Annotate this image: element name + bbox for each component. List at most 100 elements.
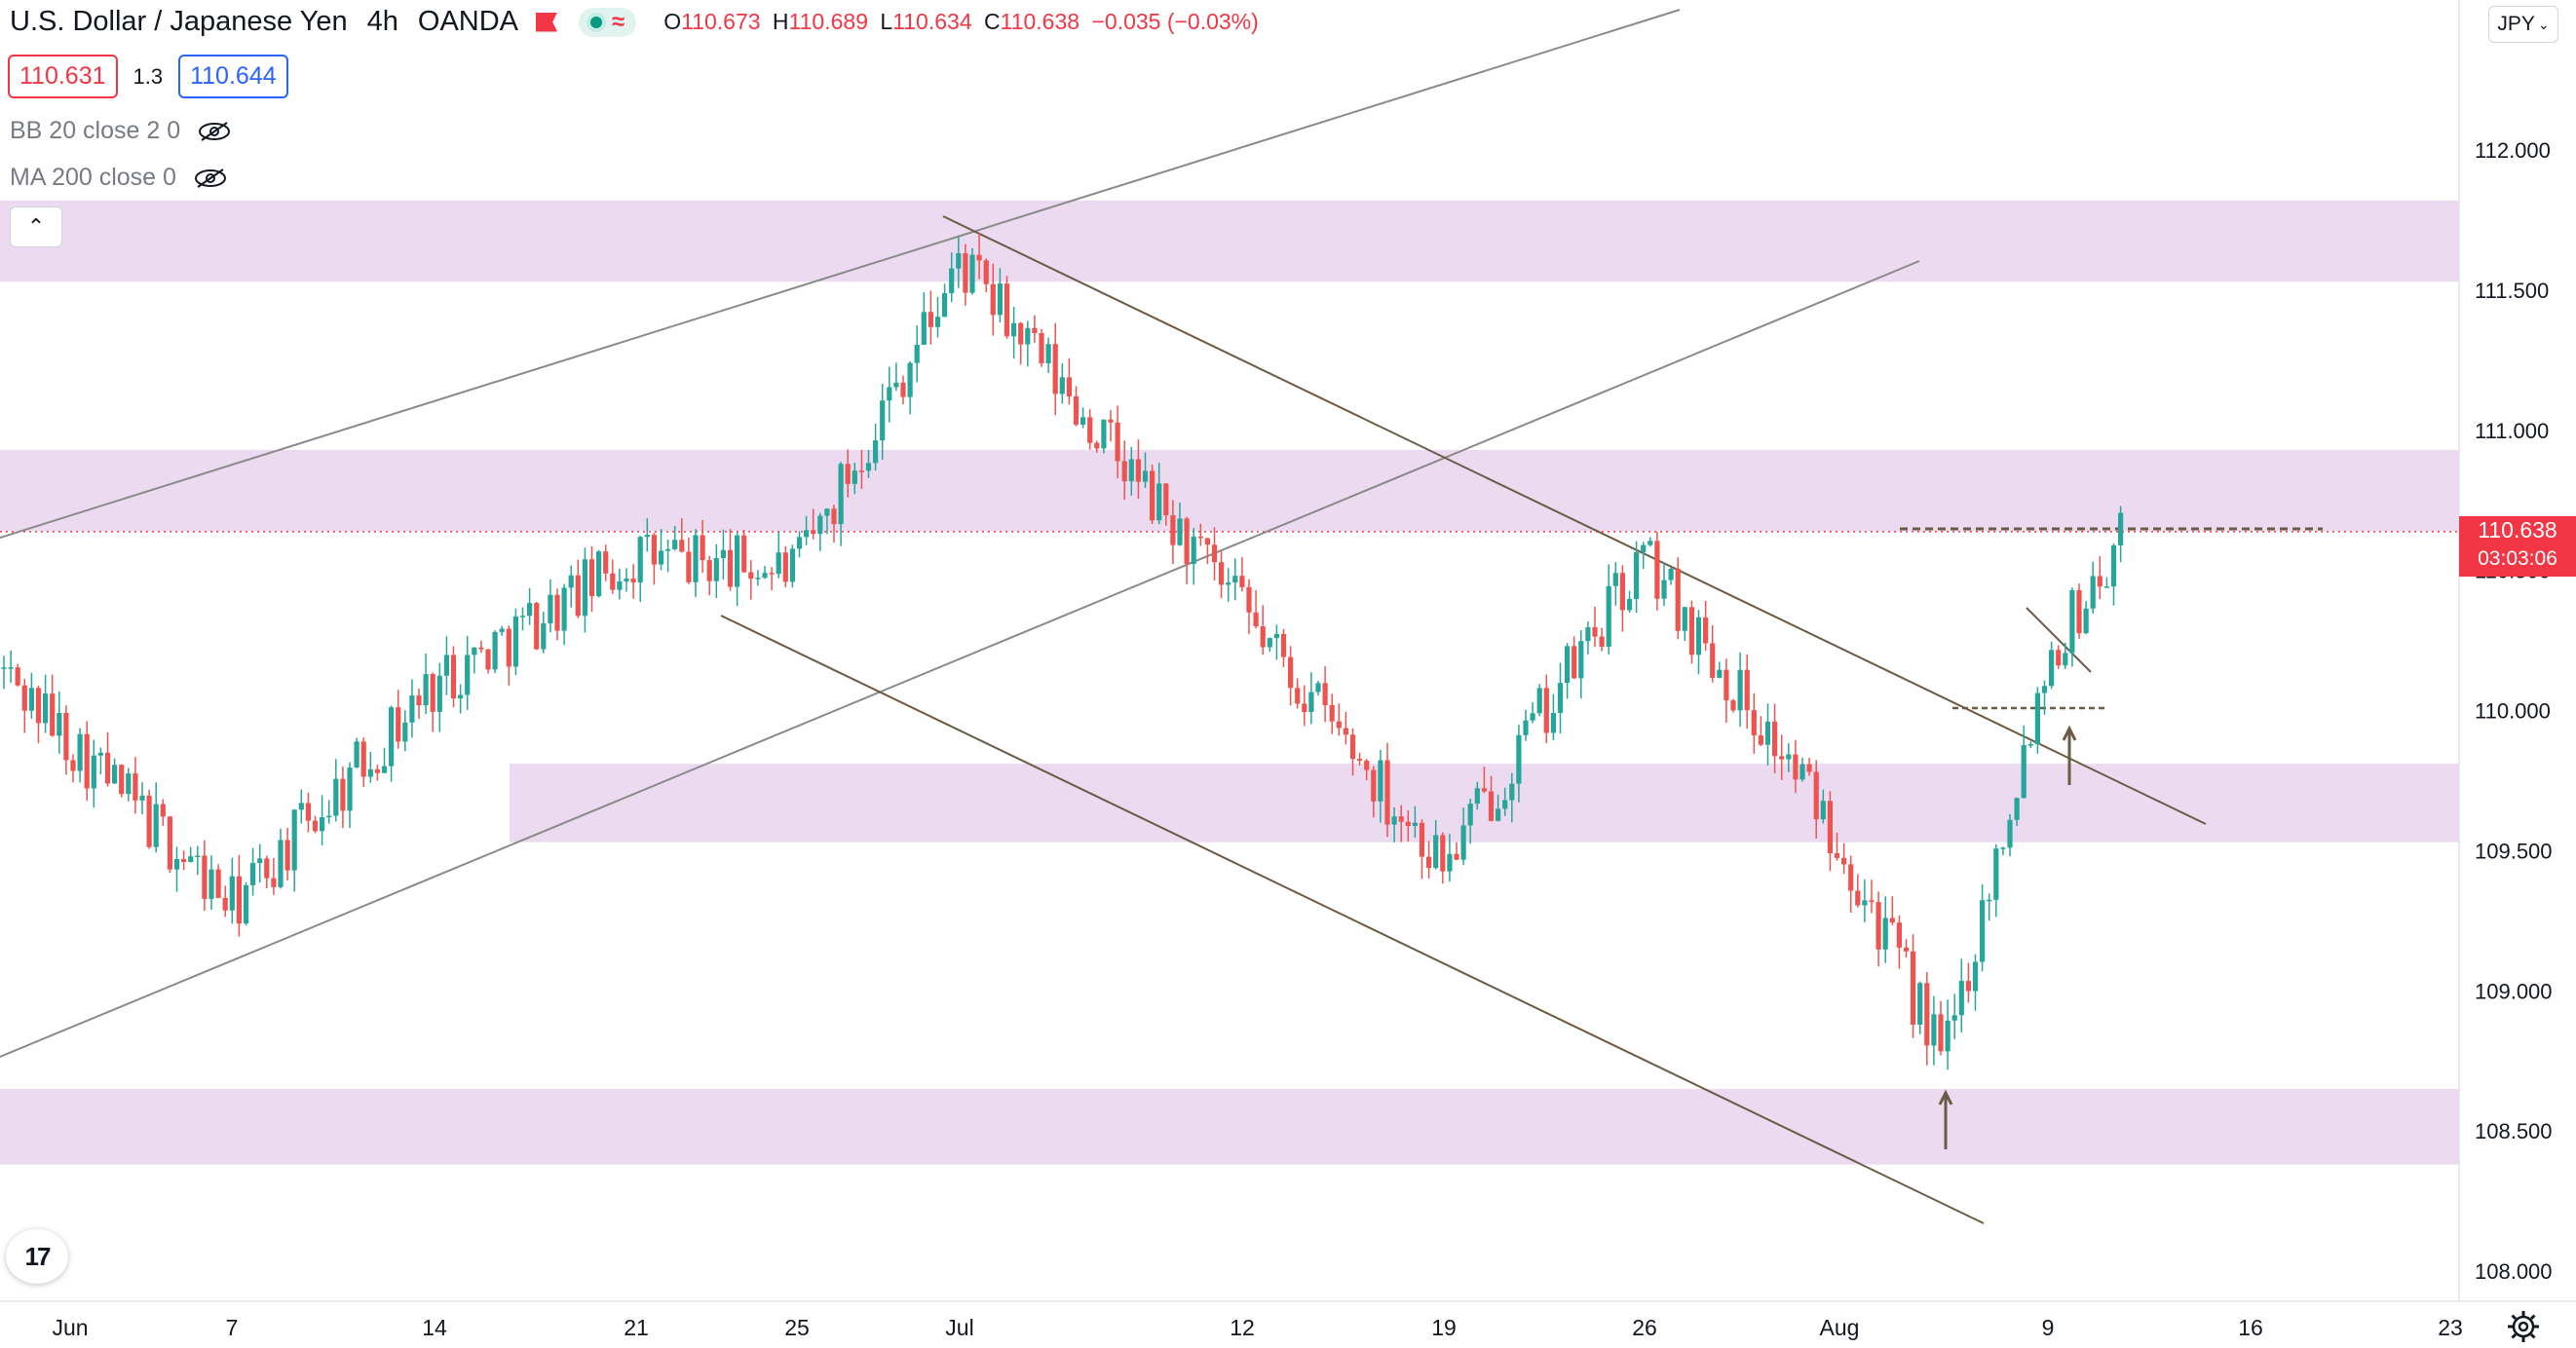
candle-body bbox=[1688, 607, 1694, 655]
candle-body bbox=[443, 655, 449, 676]
candle-body bbox=[1695, 617, 1702, 655]
candle-body bbox=[1412, 822, 1418, 827]
candle-body bbox=[852, 470, 857, 484]
y-tick-label: 110.000 bbox=[2475, 699, 2551, 724]
indicator-bb[interactable]: BB 20 close 2 0 bbox=[10, 117, 231, 145]
candle-body bbox=[396, 707, 401, 742]
candle-body bbox=[2090, 576, 2096, 609]
indicator-ma[interactable]: MA 200 close 0 bbox=[10, 164, 227, 192]
candle-body bbox=[512, 616, 518, 667]
ohlc-values: O110.673 H110.689 L110.634 C110.638 −0.0… bbox=[663, 9, 1259, 34]
candle-body bbox=[374, 768, 380, 773]
candle-body bbox=[1530, 713, 1535, 721]
y-tick-label: 111.500 bbox=[2475, 279, 2549, 303]
price-axis-bg bbox=[2459, 0, 2576, 1348]
candle-body bbox=[686, 551, 692, 582]
interval-label[interactable]: 4h bbox=[366, 6, 398, 37]
candle-body bbox=[1004, 283, 1010, 337]
candle-body bbox=[1945, 1020, 1951, 1052]
candle-body bbox=[997, 283, 1003, 316]
candle-body bbox=[1302, 703, 1307, 713]
candle-body bbox=[1786, 754, 1792, 760]
x-tick-label: 23 bbox=[2438, 1315, 2463, 1340]
candle-body bbox=[35, 688, 42, 724]
candle-body bbox=[472, 647, 477, 655]
candle-body bbox=[195, 855, 201, 857]
candle-body bbox=[568, 575, 574, 588]
candle-body bbox=[2034, 693, 2040, 745]
candle-body bbox=[284, 840, 290, 871]
gear-icon[interactable] bbox=[2506, 1309, 2541, 1344]
candle-body bbox=[1295, 688, 1301, 704]
candle-body bbox=[2110, 544, 2117, 587]
candle-body bbox=[804, 530, 810, 538]
candle-body bbox=[450, 655, 457, 699]
x-tick-label: 16 bbox=[2238, 1315, 2263, 1340]
buy-button[interactable]: 110.644 bbox=[178, 55, 288, 98]
candle-body bbox=[1280, 633, 1287, 657]
candle-body bbox=[1612, 573, 1618, 586]
candle-body bbox=[1703, 617, 1709, 644]
source-label[interactable]: OANDA bbox=[417, 6, 519, 37]
last-price-label: 110.638 03:03:06 bbox=[2459, 516, 2576, 577]
candle-body bbox=[15, 667, 20, 686]
candle-body bbox=[8, 667, 14, 669]
candle-body bbox=[1578, 641, 1584, 679]
candle-body bbox=[153, 804, 159, 847]
candle-body bbox=[811, 530, 816, 535]
candle-body bbox=[1349, 734, 1356, 760]
candle-body bbox=[2083, 608, 2089, 634]
x-tick-label: Jul bbox=[945, 1315, 973, 1340]
candle-body bbox=[2007, 819, 2013, 848]
candle-body bbox=[506, 628, 511, 667]
last-price-value: 110.638 bbox=[2478, 517, 2557, 543]
candle-body bbox=[1599, 636, 1605, 647]
candle-body bbox=[588, 559, 595, 597]
candle-body bbox=[1101, 419, 1107, 449]
flag-icon[interactable] bbox=[536, 12, 558, 32]
candle-body bbox=[2041, 686, 2048, 693]
candle-body bbox=[624, 579, 629, 581]
currency-button[interactable]: JPY ⌄ bbox=[2488, 6, 2558, 43]
candle-body bbox=[1260, 626, 1266, 648]
candle-body bbox=[271, 878, 277, 887]
candle-body bbox=[1080, 417, 1086, 426]
collapse-legend-button[interactable]: ⌃ bbox=[10, 206, 62, 247]
candle-body bbox=[1426, 856, 1432, 869]
candle-body bbox=[2021, 745, 2027, 799]
candle-body bbox=[1094, 442, 1100, 449]
eye-off-icon[interactable] bbox=[194, 168, 227, 189]
candle-body bbox=[243, 884, 249, 924]
candle-body bbox=[582, 559, 587, 617]
eye-off-icon[interactable] bbox=[198, 121, 231, 142]
candle-body bbox=[934, 317, 941, 327]
candle-body bbox=[858, 470, 864, 472]
candle-body bbox=[1965, 981, 1971, 992]
candle-body bbox=[2118, 512, 2124, 545]
tradingview-logo[interactable]: 17 bbox=[6, 1229, 68, 1284]
candle-body bbox=[2056, 650, 2062, 666]
market-status-pill[interactable]: ≈ bbox=[579, 7, 637, 37]
candle-body bbox=[1336, 721, 1342, 729]
candle-body bbox=[1211, 544, 1218, 563]
candle-body bbox=[2027, 744, 2033, 746]
candle-body bbox=[1184, 518, 1190, 565]
candle-body bbox=[762, 573, 768, 579]
candle-body bbox=[1661, 580, 1667, 599]
candle-body bbox=[1150, 470, 1155, 521]
candle-body bbox=[478, 647, 484, 650]
candle-body bbox=[173, 858, 180, 870]
candle-body bbox=[575, 575, 581, 617]
candle-body bbox=[1066, 377, 1072, 397]
candle-body bbox=[519, 616, 526, 618]
candle-body bbox=[1634, 551, 1640, 600]
x-tick-label: 26 bbox=[1632, 1315, 1657, 1340]
candle-body bbox=[1987, 899, 1992, 902]
candle-body bbox=[963, 253, 968, 293]
symbol-title[interactable]: U.S. Dollar / Japanese Yen bbox=[10, 6, 348, 37]
candle-body bbox=[1889, 917, 1895, 923]
candle-body bbox=[1288, 656, 1294, 689]
sell-button[interactable]: 110.631 bbox=[8, 55, 118, 98]
bar-countdown: 03:03:06 bbox=[2478, 547, 2557, 570]
